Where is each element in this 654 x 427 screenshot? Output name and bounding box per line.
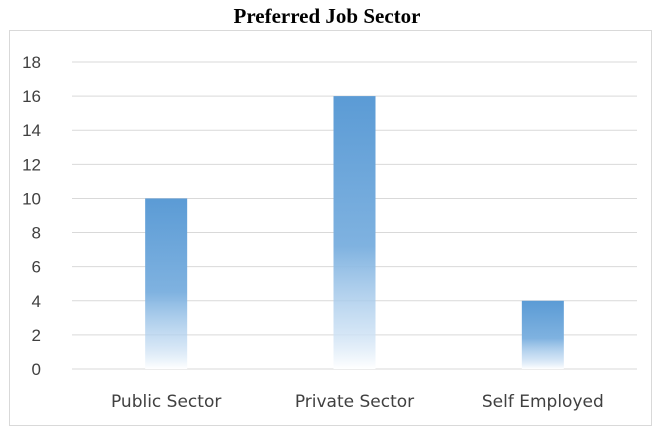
y-tick-label: 12 (22, 155, 41, 174)
bar-self-employed (521, 300, 564, 369)
y-tick-label: 16 (22, 87, 41, 106)
y-tick-label: 14 (22, 121, 41, 140)
x-category-label: Self Employed (482, 392, 604, 412)
y-tick-label: 4 (32, 292, 41, 311)
chart-title: Preferred Job Sector (233, 4, 421, 28)
y-axis-ticks: 0 2 4 6 8 10 12 14 16 18 (22, 53, 41, 379)
bars (145, 96, 564, 369)
y-tick-label: 8 (32, 224, 41, 243)
x-category-label: Private Sector (295, 392, 414, 412)
x-axis-categories: Public Sector Private Sector Self Employed (111, 392, 604, 412)
bar-private-sector (333, 96, 376, 369)
y-tick-label: 10 (22, 189, 41, 208)
y-tick-label: 6 (32, 258, 41, 277)
y-tick-label: 0 (32, 360, 41, 379)
bar-public-sector (145, 198, 188, 369)
y-tick-label: 2 (32, 326, 41, 345)
x-category-label: Public Sector (111, 392, 221, 412)
y-tick-label: 18 (22, 53, 41, 72)
